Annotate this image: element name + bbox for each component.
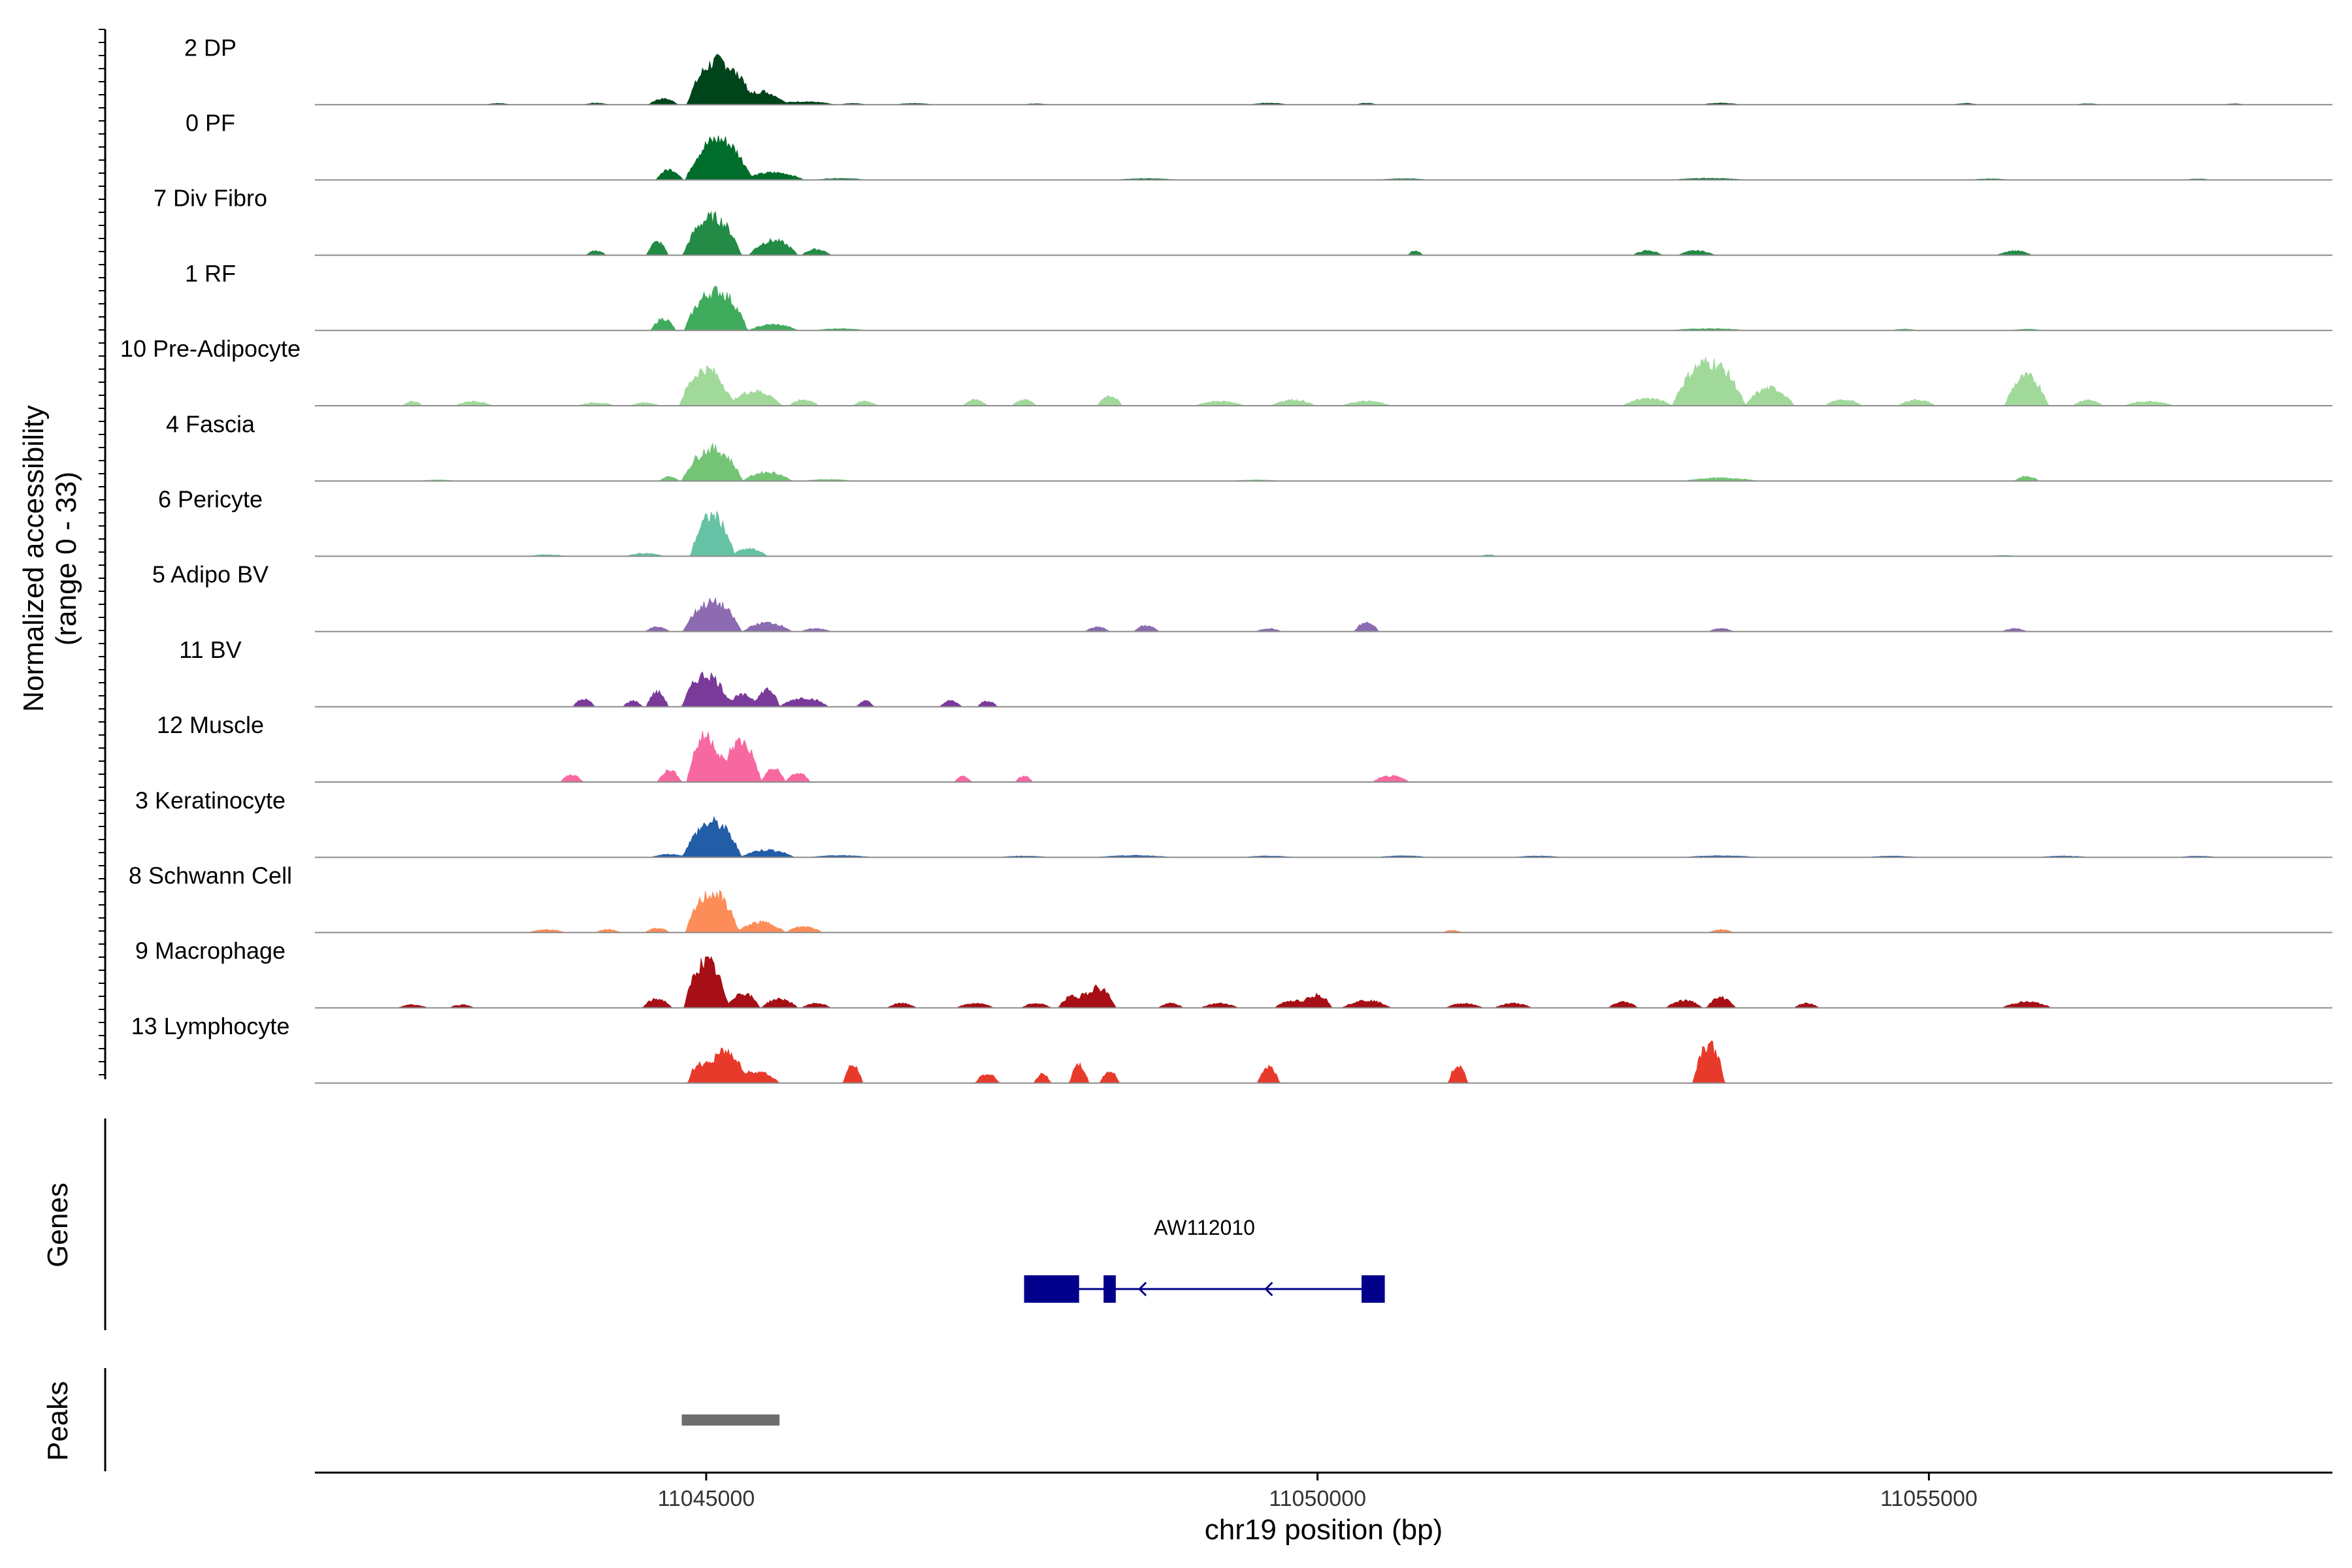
peak-region-bar <box>681 1414 779 1426</box>
track-label: 5 Adipo BV <box>152 561 269 588</box>
track-label: 6 Pericyte <box>158 486 263 513</box>
coverage-area <box>315 731 2332 782</box>
track-label: 10 Pre-Adipocyte <box>120 335 301 362</box>
coverage-area <box>315 890 2332 932</box>
coverage-area <box>315 512 2332 557</box>
coverage-area <box>315 212 2332 255</box>
track-label: 4 Fascia <box>166 410 255 437</box>
gene-exon <box>1024 1275 1079 1303</box>
y-axis-title-line1: Normalized accessibility <box>18 405 50 711</box>
track-label: 12 Muscle <box>157 711 264 738</box>
x-tick-label: 11045000 <box>658 1486 755 1511</box>
coverage-area <box>315 54 2332 105</box>
coverage-y-ticks <box>99 29 105 1075</box>
coverage-tracks: 2 DP 0 PF 7 Div Fibro 1 RF 10 Pre-Adipocyte 4… <box>120 34 2332 1083</box>
track-label: 1 RF <box>185 260 236 287</box>
track-label: 11 BV <box>179 636 241 663</box>
gene-track: AW112010 <box>1024 1216 1384 1303</box>
track-label: 13 Lymphocyte <box>131 1013 290 1039</box>
track-label: 3 Keratinocyte <box>135 787 286 813</box>
peaks-panel-label: Peaks <box>42 1381 74 1461</box>
track-2-dp: 2 DP <box>184 34 2332 105</box>
x-axis-title: chr19 position (bp) <box>1205 1514 1443 1546</box>
coverage-area <box>315 672 2332 707</box>
track-10-pre-adipocyte: 10 Pre-Adipocyte <box>120 335 2332 406</box>
coverage-area <box>315 817 2332 858</box>
gene-exon <box>1362 1275 1385 1303</box>
coverage-area <box>315 957 2332 1008</box>
x-tick-label: 11055000 <box>1880 1486 1978 1511</box>
coverage-area <box>315 136 2332 180</box>
x-tick-label: 11050000 <box>1269 1486 1366 1511</box>
track-label: 8 Schwann Cell <box>129 862 292 889</box>
track-6-pericyte: 6 Pericyte <box>158 486 2332 557</box>
track-1-rf: 1 RF <box>185 260 2332 331</box>
track-12-muscle: 12 Muscle <box>157 711 2332 782</box>
gene-name-label: AW112010 <box>1154 1216 1255 1239</box>
y-axis-title: Normalized accessibility (range 0 - 33) <box>18 405 82 711</box>
peak-track <box>681 1414 779 1426</box>
coverage-area <box>315 598 2332 632</box>
gene-exon <box>1103 1275 1116 1303</box>
track-3-keratinocyte: 3 Keratinocyte <box>135 787 2332 857</box>
y-axis-title-line2: (range 0 - 33) <box>50 472 82 646</box>
track-0-pf: 0 PF <box>186 110 2332 180</box>
coverage-area <box>315 1041 2332 1083</box>
coverage-area <box>315 444 2332 481</box>
coverage-area <box>315 286 2332 331</box>
x-axis-ticks: 11045000 11050000 11055000 <box>658 1473 1978 1511</box>
coverage-area <box>315 357 2332 406</box>
track-label: 7 Div Fibro <box>154 185 267 212</box>
track-9-macrophage: 9 Macrophage <box>135 938 2332 1008</box>
genes-panel-label: Genes <box>42 1183 74 1267</box>
track-11-bv: 11 BV <box>179 636 2332 707</box>
track-label: 9 Macrophage <box>135 938 286 964</box>
track-8-schwann-cell: 8 Schwann Cell <box>129 862 2332 933</box>
track-13-lymphocyte: 13 Lymphocyte <box>131 1013 2332 1083</box>
track-label: 2 DP <box>184 34 237 61</box>
track-5-adipo-bv: 5 Adipo BV <box>152 561 2332 632</box>
track-7-div-fibro: 7 Div Fibro <box>154 185 2332 255</box>
track-label: 0 PF <box>186 110 235 137</box>
track-4-fascia: 4 Fascia <box>166 410 2332 481</box>
